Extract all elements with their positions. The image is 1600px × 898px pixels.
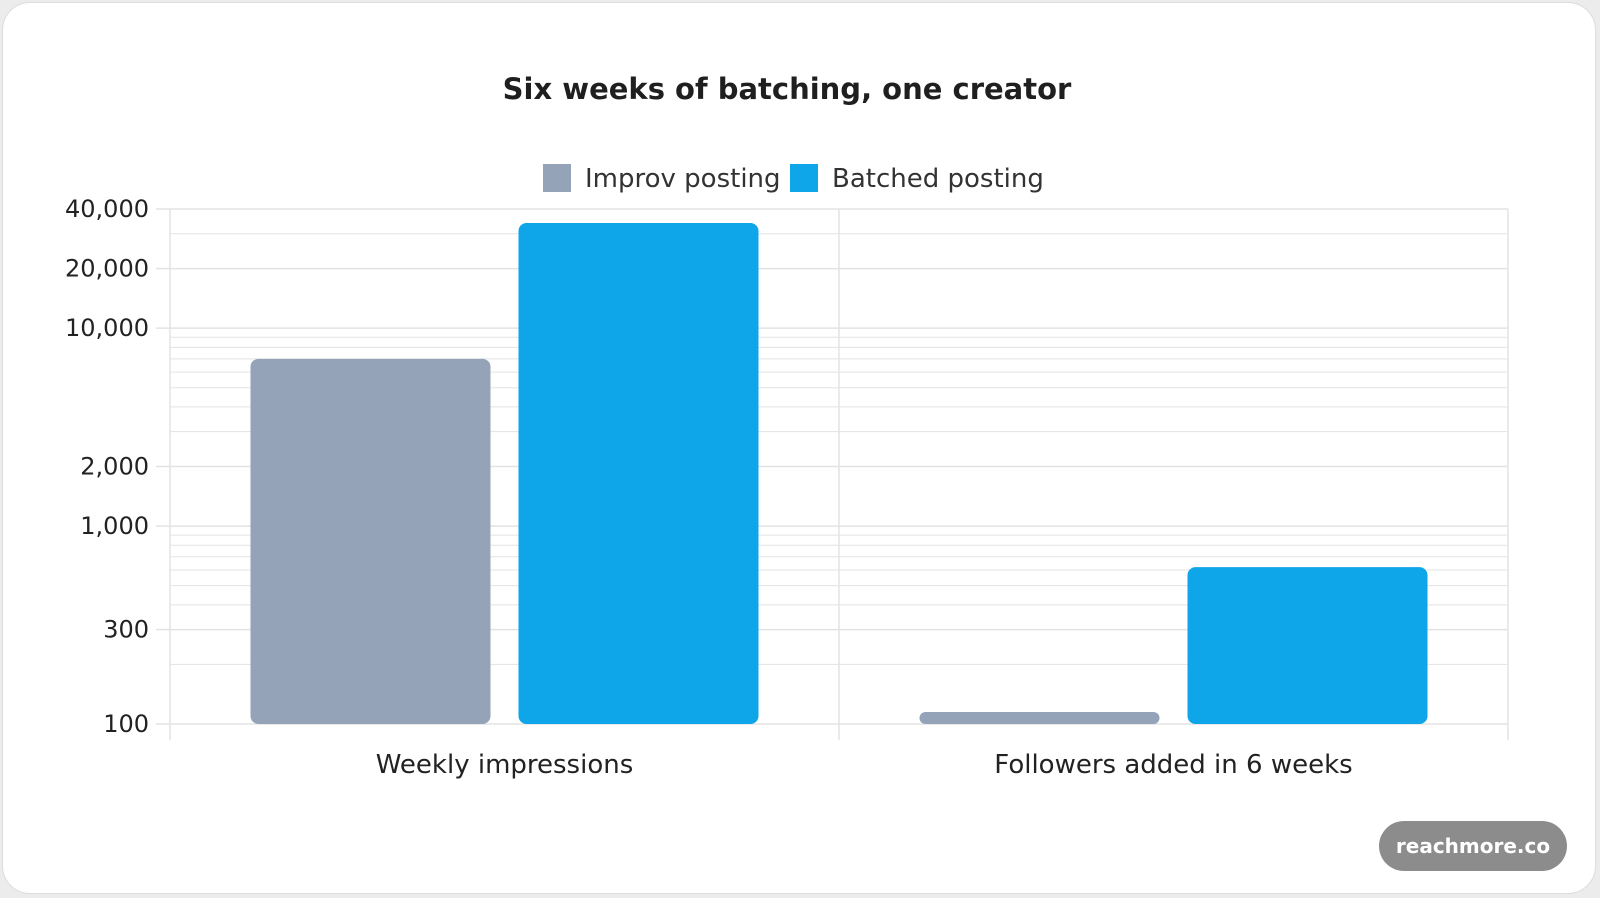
bar-batched-followers xyxy=(1187,567,1428,724)
bar-batched-impressions xyxy=(518,222,759,724)
chart-title: Six weeks of batching, one creator xyxy=(503,72,1072,106)
legend-swatch-batched xyxy=(790,164,818,192)
bar-improv-followers xyxy=(919,711,1160,724)
bars xyxy=(250,222,1428,724)
legend-label-batched: Batched posting xyxy=(832,164,1044,194)
y-tick-label: 10,000 xyxy=(65,314,149,342)
legend-swatch-improv xyxy=(543,164,571,192)
y-tick-label: 300 xyxy=(103,616,149,644)
x-axis-categories: Weekly impressions Followers added in 6 w… xyxy=(376,750,1353,780)
category-label: Followers added in 6 weeks xyxy=(994,750,1352,780)
y-tick-label: 20,000 xyxy=(65,255,149,283)
category-label: Weekly impressions xyxy=(376,750,634,780)
y-tick-label: 1,000 xyxy=(80,512,149,540)
legend-label-improv: Improv posting xyxy=(585,164,781,194)
y-tick-label: 40,000 xyxy=(65,195,149,223)
y-axis-ticks: 100 300 1,000 2,000 10,000 20,000 40,000 xyxy=(65,195,170,738)
watermark-badge: reachmore.co xyxy=(1379,821,1567,871)
y-tick-label: 2,000 xyxy=(80,453,149,481)
legend: Improv posting Batched posting xyxy=(543,164,1044,194)
bar-improv-impressions xyxy=(250,358,491,724)
chart-svg: Six weeks of batching, one creator Impro… xyxy=(65,72,1509,780)
y-tick-label: 100 xyxy=(103,710,149,738)
